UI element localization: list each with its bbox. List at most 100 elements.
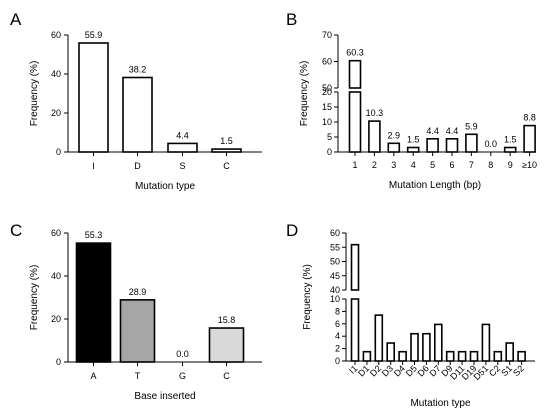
panel-a-y-tick-label: 60 bbox=[51, 30, 61, 40]
panel-b-y-tick-label-upper: 50 bbox=[322, 83, 332, 93]
panel-b-data-label: 2.9 bbox=[388, 130, 401, 140]
panel-b-x-tick-label: ≥10 bbox=[522, 160, 537, 170]
panel-b-data-label: 60.3 bbox=[346, 48, 364, 58]
panel-b-y-tick-label-lower: 20 bbox=[322, 87, 332, 97]
panel-b-x-tick-label: 6 bbox=[449, 160, 454, 170]
panel-letter-a: A bbox=[10, 10, 22, 29]
panel-d-y-tick-label-upper: 40 bbox=[330, 285, 340, 295]
panel-d-bar-I1-upper bbox=[350, 243, 360, 291]
panel-d-y-tick-label-upper: 45 bbox=[330, 271, 340, 281]
panel-b-bar-1-lower bbox=[348, 91, 362, 153]
panel-d-bar-D3 bbox=[386, 342, 396, 362]
panel-d-bar-D2 bbox=[374, 314, 384, 362]
panel-b-y-tick-label-lower: 5 bbox=[327, 132, 332, 142]
panel-d-bar-D19 bbox=[469, 350, 479, 362]
panel-b-x-tick-label: 3 bbox=[391, 160, 396, 170]
panel-b-x-axis-title: Mutation Length (bp) bbox=[389, 180, 481, 191]
panel-d-bar-C2 bbox=[493, 350, 503, 362]
panel-d-y-tick-label-lower: 4 bbox=[335, 331, 340, 341]
panel-d-bar-D11 bbox=[457, 350, 467, 362]
panel-a-x-tick-label: D bbox=[134, 161, 141, 171]
panel-c-bar-C bbox=[208, 327, 245, 363]
panel-c-data-label: 15.8 bbox=[218, 315, 236, 325]
panel-b-bar-4 bbox=[406, 146, 420, 153]
panel-c-y-tick-label: 0 bbox=[56, 357, 61, 367]
panel-b-bar-5 bbox=[426, 138, 439, 153]
panel-c-x-tick-label: A bbox=[90, 371, 96, 381]
panel-c-y-tick-label: 20 bbox=[51, 314, 61, 324]
panel-b-bar-3 bbox=[387, 142, 401, 153]
panel-b-bar-7 bbox=[465, 133, 478, 153]
panel-a-bar-D bbox=[122, 76, 153, 153]
panel-d-y-tick-label-lower: 10 bbox=[330, 294, 340, 304]
panel-d-bar-D51 bbox=[481, 323, 491, 362]
panel-b-x-tick-label: 4 bbox=[411, 160, 416, 170]
panel-d-bar-D4 bbox=[398, 350, 407, 362]
panel-d-bar-I1-lower bbox=[350, 298, 360, 362]
panel-c-data-label: 0.0 bbox=[176, 349, 189, 359]
panel-a-y-tick-label: 20 bbox=[51, 108, 61, 118]
panel-d-y-tick-label-upper: 50 bbox=[330, 257, 340, 267]
panel-c-y-tick-label: 60 bbox=[51, 228, 61, 238]
panel-a-data-label: 55.9 bbox=[85, 30, 103, 40]
panel-a-y-tick-label: 0 bbox=[56, 147, 61, 157]
panel-b-y-tick-label-lower: 0 bbox=[327, 147, 332, 157]
panel-c-x-tick-label: T bbox=[135, 371, 141, 381]
panel-b-bar-9 bbox=[503, 146, 517, 153]
panel-a-bar-I bbox=[78, 42, 109, 153]
panel-d-y-tick-label-lower: 2 bbox=[335, 344, 340, 354]
panel-a-data-label: 1.5 bbox=[220, 136, 233, 146]
panel-a-bar-S bbox=[167, 142, 198, 153]
panel-b-x-tick-label: 1 bbox=[352, 160, 357, 170]
panel-a-x-tick-label: C bbox=[223, 161, 230, 171]
panel-c-y-tick-label: 40 bbox=[51, 271, 61, 281]
panel-b-x-tick-label: 2 bbox=[372, 160, 377, 170]
panel-a-data-label: 4.4 bbox=[176, 130, 189, 140]
panel-a-data-label: 38.2 bbox=[129, 65, 147, 75]
panel-b-data-label: 1.5 bbox=[407, 135, 420, 145]
panel-c-x-tick-label: C bbox=[223, 371, 230, 381]
panel-letter-d: D bbox=[286, 221, 298, 240]
panel-b-x-tick-label: 9 bbox=[508, 160, 513, 170]
panel-a-x-tick-label: I bbox=[92, 161, 95, 171]
panel-b-data-label: 0.0 bbox=[485, 139, 498, 149]
panel-b-y-tick-label-upper: 60 bbox=[322, 57, 332, 67]
panel-b-x-tick-label: 7 bbox=[469, 160, 474, 170]
panel-b-x-tick-label: 8 bbox=[488, 160, 493, 170]
panel-b-data-label: 10.3 bbox=[366, 108, 384, 118]
panel-a-y-tick-label: 40 bbox=[51, 69, 61, 79]
panel-d-y-tick-label-upper: 55 bbox=[330, 242, 340, 252]
panel-b-data-label: 4.4 bbox=[426, 126, 439, 136]
panel-d-y-axis-title: Frequency (%) bbox=[302, 264, 313, 330]
panel-b-data-label: 1.5 bbox=[504, 135, 517, 145]
panel-b-y-tick-label-lower: 10 bbox=[322, 117, 332, 127]
panel-b-bar-2 bbox=[368, 120, 381, 153]
panel-d-y-tick-label-upper: 60 bbox=[330, 228, 340, 238]
panel-b-data-label: 8.8 bbox=[523, 113, 536, 123]
panel-c-data-label: 55.3 bbox=[85, 230, 103, 240]
panel-b-y-axis-title: Frequency (%) bbox=[299, 61, 310, 127]
panel-b-y-tick-label-upper: 70 bbox=[322, 30, 332, 40]
panel-d-bar-D7 bbox=[433, 323, 443, 362]
panel-d-x-tick-label: S2 bbox=[511, 363, 526, 378]
panel-d-bar-D6 bbox=[422, 332, 431, 362]
panel-a-x-tick-label: S bbox=[179, 161, 185, 171]
panel-b-x-tick-label: 5 bbox=[430, 160, 435, 170]
panel-c-bar-A bbox=[75, 242, 112, 363]
panel-a-bar-C bbox=[211, 148, 242, 153]
panel-d-y-tick-label-lower: 0 bbox=[335, 356, 340, 366]
panel-c-x-axis-title: Base inserted bbox=[134, 391, 195, 402]
panel-d-bar-S2 bbox=[517, 350, 526, 362]
panel-c-bar-T bbox=[119, 299, 156, 363]
panel-d-bar-D9 bbox=[445, 350, 455, 362]
panel-d-y-tick-label-lower: 6 bbox=[335, 319, 340, 329]
panel-d-bar-S1 bbox=[505, 342, 515, 362]
panel-b-bar-6 bbox=[445, 138, 459, 153]
panel-d-bar-D1 bbox=[362, 350, 372, 362]
panel-c-data-label: 28.9 bbox=[129, 287, 147, 297]
panel-b-data-label: 5.9 bbox=[465, 121, 478, 131]
panel-b-bar-1-upper bbox=[348, 59, 362, 89]
panel-b-bar-≥10 bbox=[523, 124, 536, 153]
